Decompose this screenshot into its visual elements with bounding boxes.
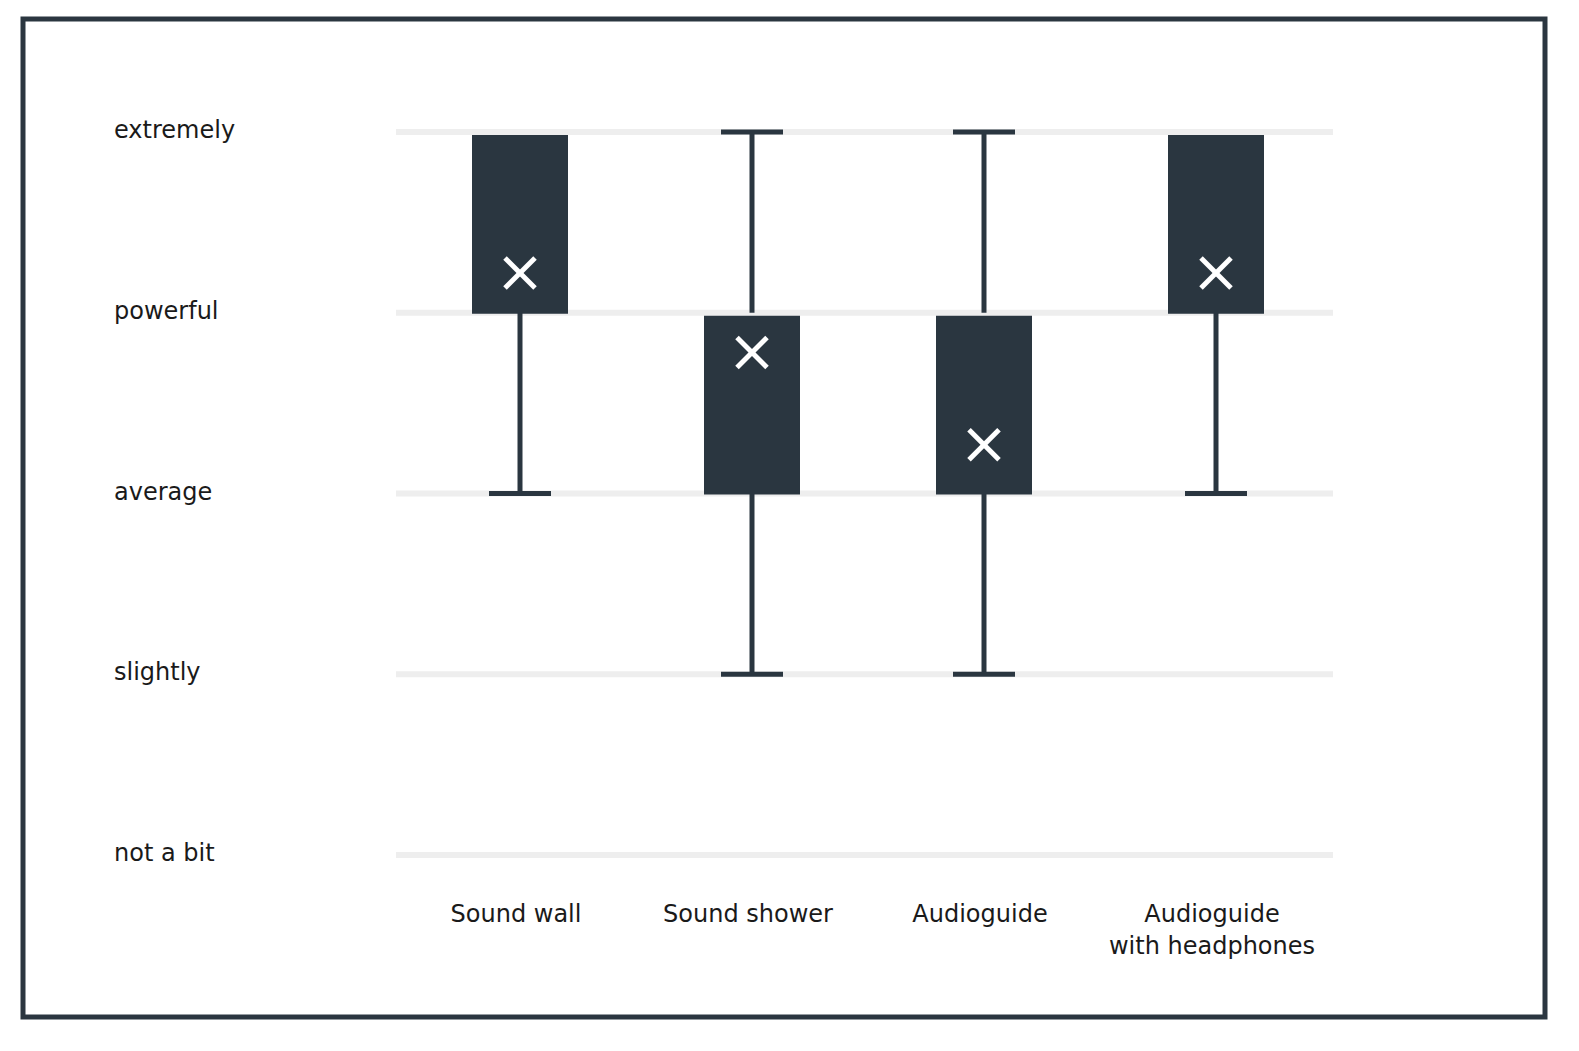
- whisker-cap-lower: [721, 672, 783, 677]
- x-tick-label: Sound wall: [451, 900, 582, 928]
- whisker-cap-lower: [1185, 491, 1247, 496]
- whisker-lower: [518, 313, 523, 494]
- whisker-cap-lower: [953, 672, 1015, 677]
- grid-line: [396, 671, 1333, 677]
- x-tick-label: Sound shower: [663, 900, 833, 928]
- mean-marker: [1201, 258, 1231, 288]
- frame: [23, 19, 1545, 1017]
- mean-marker: [505, 258, 535, 288]
- whisker-upper: [750, 132, 755, 313]
- y-tick-label: powerful: [114, 297, 219, 325]
- mean-marker: [969, 430, 999, 460]
- whisker-cap-upper: [953, 130, 1015, 135]
- whisker-cap-lower: [489, 491, 551, 496]
- y-tick-label: slightly: [114, 658, 201, 686]
- mean-marker: [737, 338, 767, 368]
- y-tick-label: extremely: [114, 116, 235, 144]
- whisker-lower: [982, 494, 987, 675]
- marks: [472, 132, 1264, 674]
- grid-line: [396, 129, 1333, 135]
- whisker-lower: [750, 494, 755, 675]
- box: [936, 316, 1032, 495]
- box: [472, 135, 568, 314]
- whisker-cap-upper: [721, 130, 783, 135]
- chart-svg: not a bit slightly average powerful extremel…: [0, 0, 1579, 1051]
- grid-line: [396, 852, 1333, 858]
- grid-line: [396, 491, 1333, 497]
- box: [704, 316, 800, 495]
- chart-container: not a bit slightly average powerful extremel…: [0, 0, 1579, 1051]
- y-tick-label: average: [114, 478, 212, 506]
- x-tick-label: Audioguidewith headphones: [1109, 900, 1315, 960]
- box: [1168, 135, 1264, 314]
- whisker-upper: [982, 132, 987, 313]
- y-tick-label: not a bit: [114, 839, 215, 867]
- x-tick-label: Audioguide: [912, 900, 1047, 928]
- whisker-lower: [1214, 313, 1219, 494]
